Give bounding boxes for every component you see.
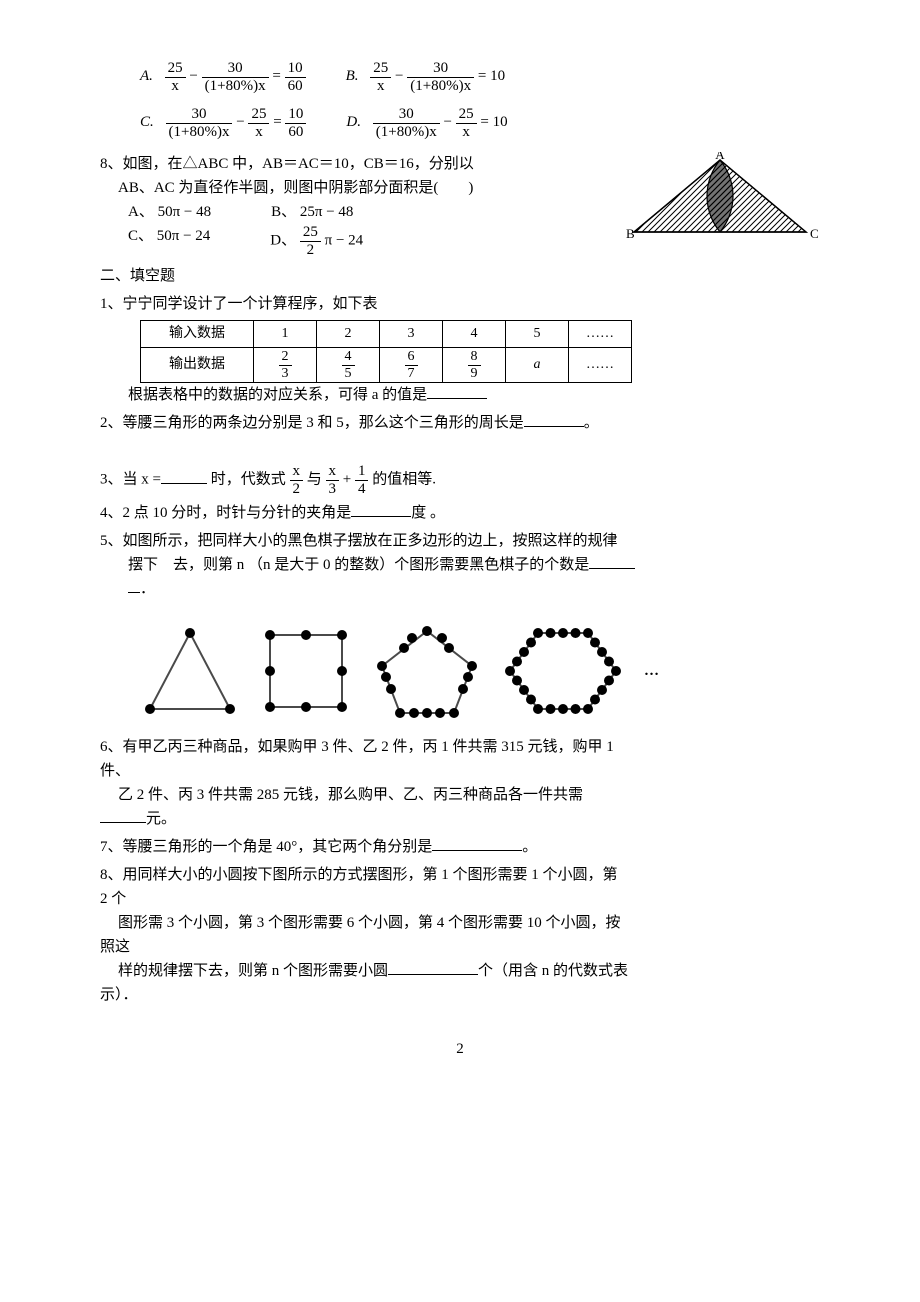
q7-option-a: A. 25x − 30(1+80%)x = 1060 [140,60,306,94]
q8-text: 8、如图，在△ABC 中，AB＝AC＝10，CB＝16，分别以 AB、AC 为直… [100,152,600,258]
blank [432,835,522,851]
blank [161,468,207,484]
q7-b-label: B. [346,68,359,84]
q7-row-ab: A. 25x − 30(1+80%)x = 1060 B. 25x − 30(1… [100,60,820,94]
polygon-triangle-icon [140,621,240,721]
polygon-square-icon [256,621,356,721]
page: A. 25x − 30(1+80%)x = 1060 B. 25x − 30(1… [0,0,920,1101]
q8-fig-c: C [810,226,819,241]
f5-line2: 摆下 去，则第 n （n 是大于 0 的整数）个图形需要黑色棋子的个数是 [100,553,820,577]
q7-option-d: D. 30(1+80%)x − 25x = 10 [346,106,507,140]
q7-option-b: B. 25x − 30(1+80%)x = 10 [346,60,506,94]
q8: 8、如图，在△ABC 中，AB＝AC＝10，CB＝16，分别以 AB、AC 为直… [100,152,820,258]
ellipsis-icon: … [644,659,661,683]
q8-opt-a: A、 50π − 48 [128,200,211,224]
blank [524,411,584,427]
blank [128,577,140,593]
f1: 1、宁宁同学设计了一个计算程序，如下表 [100,292,820,316]
polygon-pentagon-icon [372,621,482,721]
q8-fig-a: A [715,152,725,162]
f8-line1b: 2 个 [100,887,820,911]
q8-stem1: 如图，在△ABC 中，AB＝AC＝10，CB＝16，分别以 [123,156,474,172]
f2: 2、等腰三角形的两条边分别是 3 和 5，那么这个三角形的周长是。 [100,411,820,435]
f5-line3: ． [100,577,820,601]
blank [427,383,487,399]
f1-table: 输入数据 1 2 3 4 5 …… 输出数据 23 45 67 89 a …… [140,320,632,383]
q8-num: 8、 [100,156,123,172]
q7-c-label: C. [140,114,154,130]
f1-out-label: 输出数据 [141,348,254,383]
section2-title: 二、填空题 [100,264,820,288]
q7-option-c: C. 30(1+80%)x − 25x = 1060 [140,106,306,140]
q7-d-label: D. [346,114,361,130]
f4: 4、2 点 10 分时，时针与分针的夹角是度 。 [100,501,820,525]
q8-opt-b: B、 25π − 48 [271,200,353,224]
q8-opt-d: D、 252 π − 24 [270,224,363,258]
f1-tail: 根据表格中的数据的对应关系，可得 a 的值是 [100,383,820,407]
f6-line1b: 件、 [100,759,820,783]
f7: 7、等腰三角形的一个角是 40°，其它两个角分别是。 [100,835,820,859]
f3: 3、当 x = 时，代数式 x2 与 x3 + 14 的值相等. [100,463,820,497]
f6: 6、有甲乙丙三种商品，如果购甲 3 件、乙 2 件，丙 1 件共需 315 元钱… [100,735,820,759]
f5-figure: … [140,621,820,721]
f8-line3: 样的规律摆下去，则第 n 个图形需要小圆个（用含 n 的代数式表 [100,959,820,983]
blank [100,807,146,823]
f1-in-label: 输入数据 [141,321,254,348]
table-row: 输入数据 1 2 3 4 5 …… [141,321,632,348]
q8-fig-b: B [626,226,635,241]
f5: 5、如图所示，把同样大小的黑色棋子摆放在正多边形的边上，按照这样的规律 [100,529,820,553]
q7-a-label: A. [140,68,153,84]
blank [351,501,411,517]
q8-figure: A B C [620,152,820,255]
blank [589,553,635,569]
blank [388,959,478,975]
f8-line3c: 示）． [100,983,820,1007]
page-number: 2 [100,1037,820,1061]
f8-line2b: 照这 [100,935,820,959]
f6-line2: 乙 2 件、丙 3 件共需 285 元钱，那么购甲、乙、丙三种商品各一件共需 [100,783,820,807]
polygon-hexagon-icon [498,621,628,721]
f8: 8、用同样大小的小圆按下图所示的方式摆图形，第 1 个图形需要 1 个小圆，第 [100,863,820,887]
table-row: 输出数据 23 45 67 89 a …… [141,348,632,383]
q8-opt-c: C、 50π − 24 [128,224,210,258]
q7-row-cd: C. 30(1+80%)x − 25x = 1060 D. 30(1+80%)x… [100,106,820,140]
f8-line2: 图形需 3 个小圆，第 3 个图形需要 6 个小圆，第 4 个图形需要 10 个… [100,911,820,935]
f6-line3: 元。 [100,807,820,831]
q8-stem2: AB、AC 为直径作半圆，则图中阴影部分面积是( ) [100,176,600,200]
